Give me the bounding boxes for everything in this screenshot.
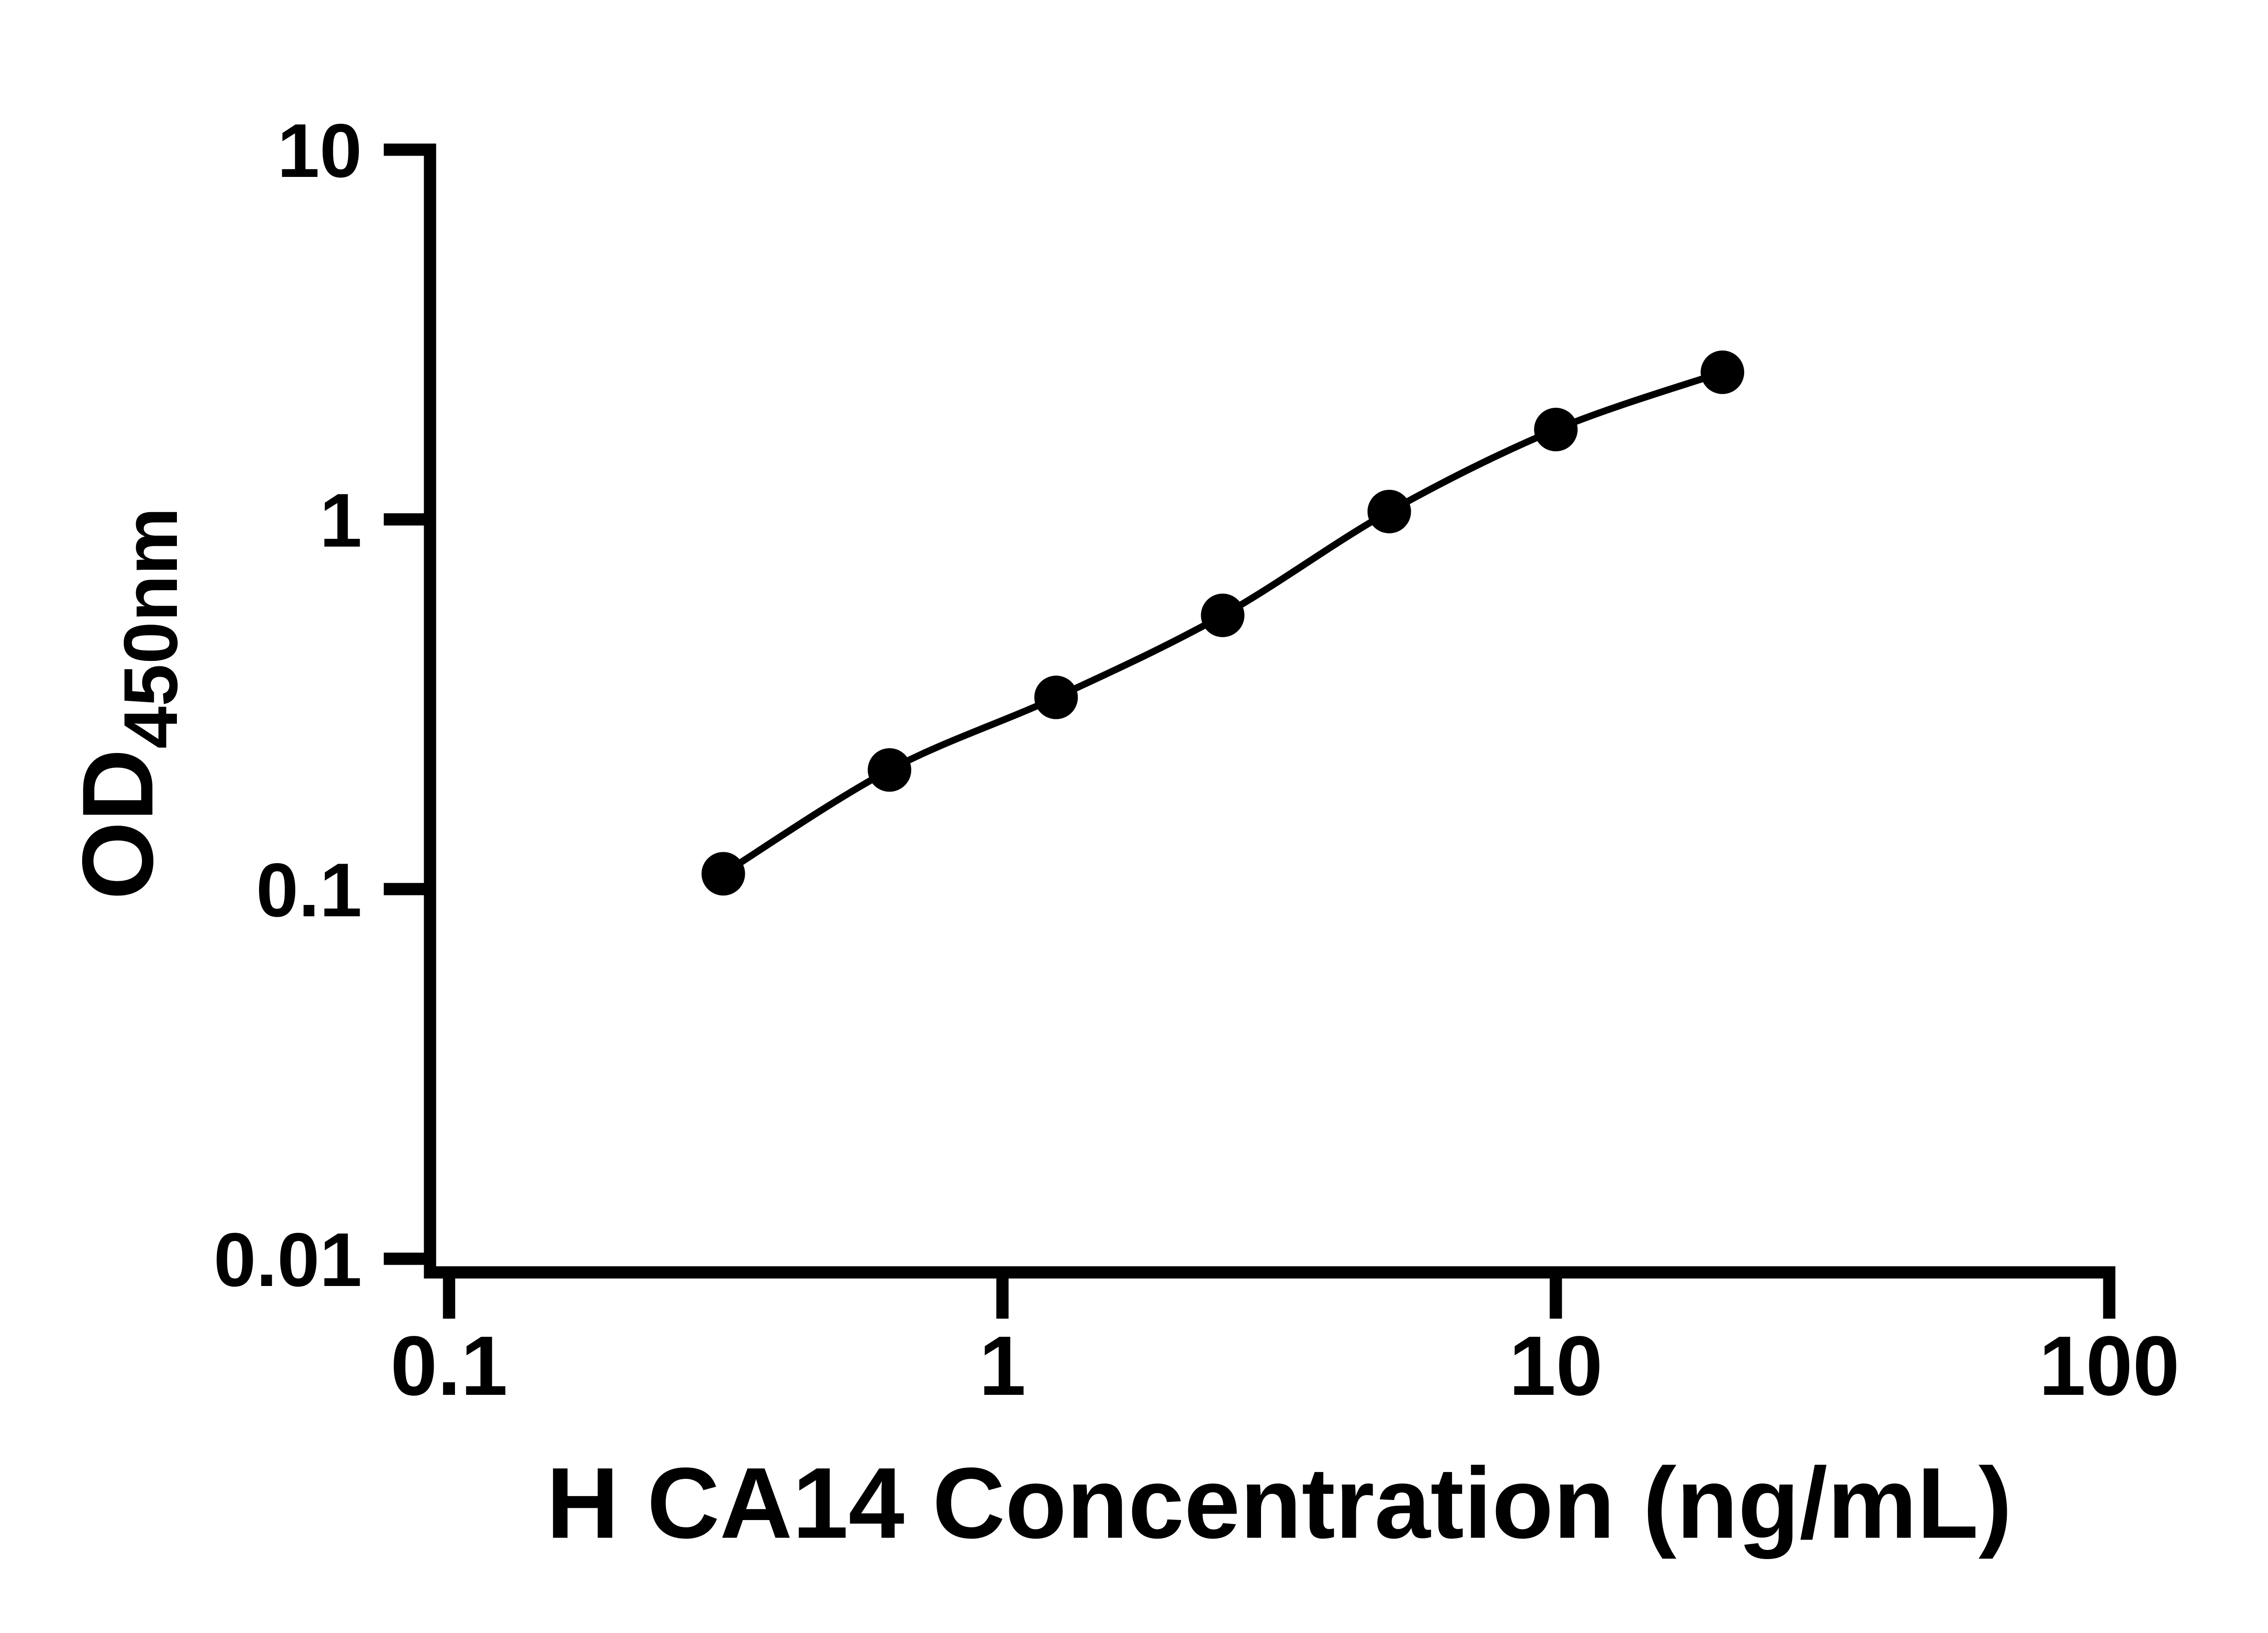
data-point [1701, 350, 1745, 394]
y-tick-label: 1 [320, 478, 362, 563]
data-point [1367, 489, 1411, 533]
data-point [701, 852, 745, 896]
y-axis-title-main: OD [62, 749, 174, 900]
x-axis-title: H CA14 Concentration (ng/mL) [546, 1447, 2012, 1560]
y-tick-label: 0.01 [214, 1217, 362, 1302]
x-tick-label: 10 [1509, 1319, 1603, 1413]
y-tick-label: 10 [277, 108, 362, 193]
data-point [867, 748, 911, 792]
y-axis-title: OD450nm [62, 507, 193, 900]
data-point [1201, 593, 1245, 637]
x-tick-label: 1 [979, 1319, 1026, 1413]
data-point [1534, 407, 1578, 451]
x-tick-label: 100 [2039, 1319, 2180, 1413]
x-tick-label: 0.1 [391, 1319, 508, 1413]
y-axis-title-subscript: 450nm [108, 507, 193, 748]
data-point [1034, 675, 1078, 719]
y-tick-label: 0.1 [256, 847, 362, 933]
